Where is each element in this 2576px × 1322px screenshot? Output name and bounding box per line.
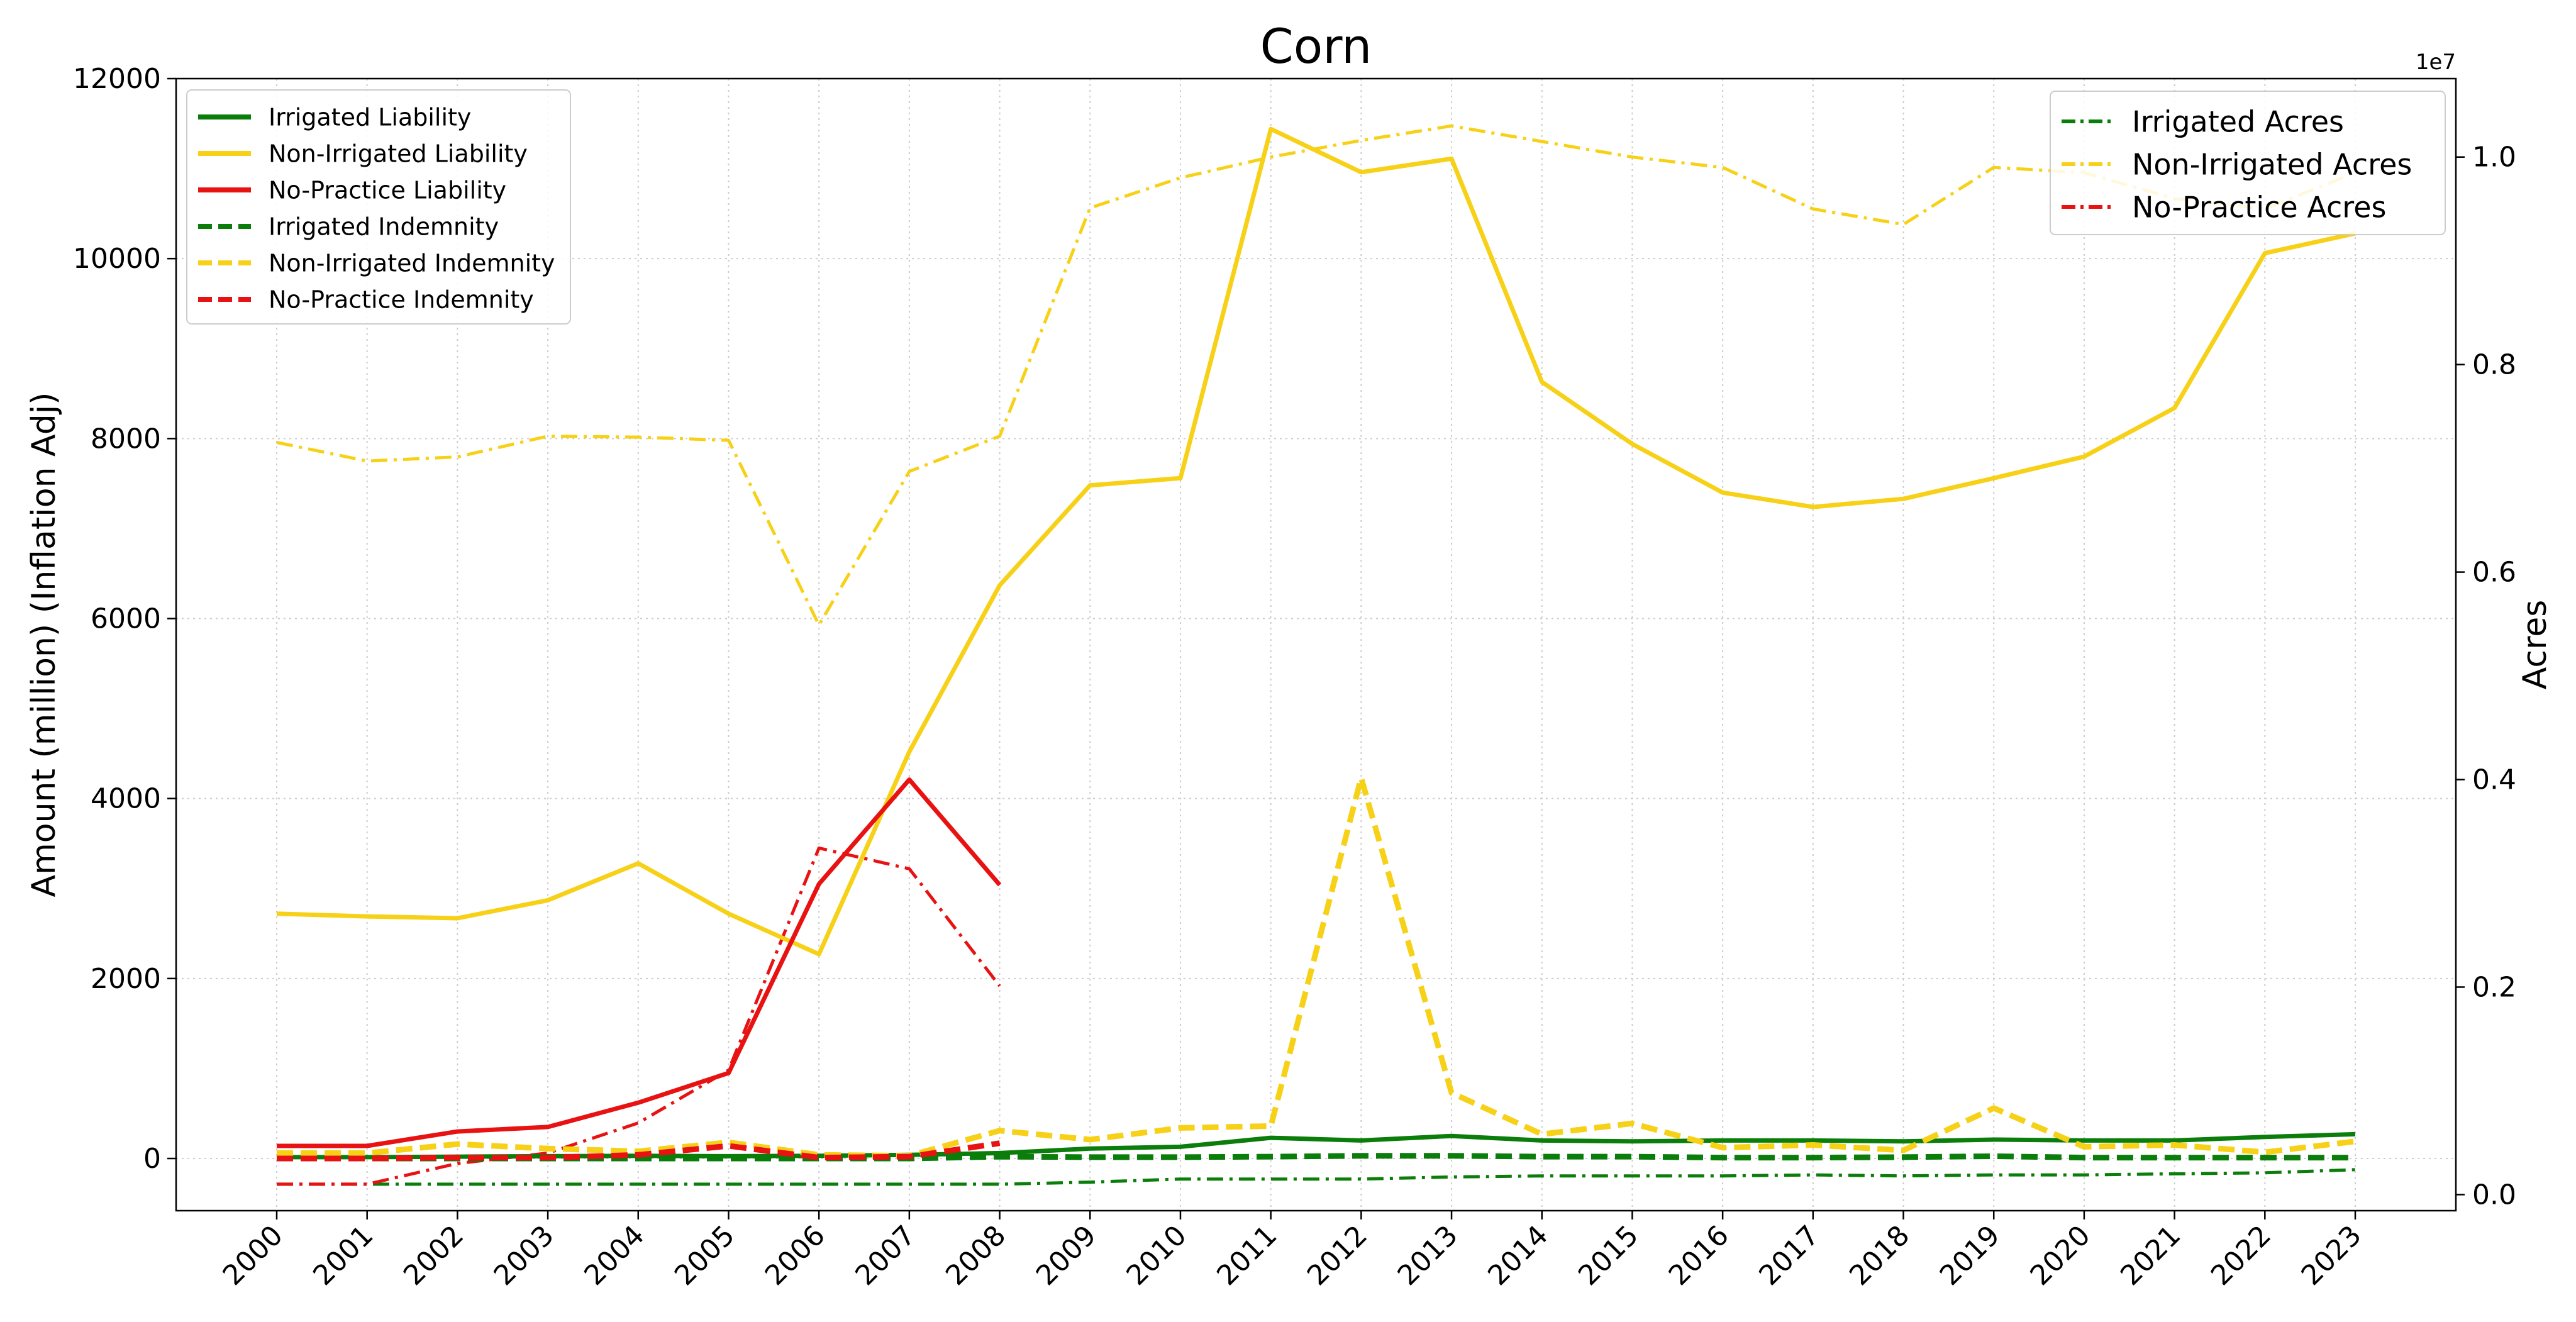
series-line-irrigated-acres: [277, 1168, 2356, 1186]
y-tick-label-2000: 2000: [91, 963, 161, 995]
legend-label-irrigated-acres: Irrigated Acres: [2132, 105, 2344, 139]
series-line-no-practice-indemnity: [277, 1140, 1001, 1162]
y2-tick-label-1.0: 1.0: [2472, 142, 2516, 174]
y-axis-label: Amount (million) (Inflation Adj): [25, 392, 63, 897]
y-tick-label-0: 0: [143, 1143, 161, 1175]
y-tick-label-12000: 12000: [73, 63, 161, 95]
legend-label-non-irrigated-indemnity: Non-Irrigated Indemnity: [269, 250, 555, 277]
y2-axis-label: Acres: [2516, 600, 2554, 690]
legend-label-non-irrigated-liability: Non-Irrigated Liability: [269, 140, 528, 168]
chart-title: Corn: [1260, 18, 1372, 74]
legend-label-irrigated-liability: Irrigated Liability: [269, 104, 471, 131]
legend-left-box: [186, 89, 571, 325]
legend-label-no-practice-liability: No-Practice Liability: [269, 177, 506, 204]
y-tick-label-8000: 8000: [91, 423, 161, 455]
y2-tick-label-0.2: 0.2: [2472, 971, 2516, 1003]
legend-left: Irrigated Liability Non-Irrigated Liabili…: [186, 89, 571, 325]
legend-label-irrigated-indemnity: Irrigated Indemnity: [269, 213, 499, 241]
y2-tick-label-0.0: 0.0: [2472, 1179, 2516, 1211]
y-tick-label-4000: 4000: [91, 783, 161, 815]
legend-right: Irrigated Acres Non-Irrigated Acres No-Pra…: [2050, 91, 2446, 235]
y2-offset-label: 1e7: [2416, 50, 2456, 75]
legend-label-no-practice-acres: No-Practice Acres: [2132, 191, 2386, 225]
plot-frame: [175, 77, 2457, 1212]
series-line-non-irrigated-indemnity: [277, 775, 2356, 1159]
legend-right-box: [2050, 91, 2446, 235]
legend-label-non-irrigated-acres: Non-Irrigated Acres: [2132, 148, 2412, 182]
series-line-no-practice-liability: [277, 777, 1002, 1148]
y-tick-label-10000: 10000: [73, 243, 161, 275]
series-layer: [276, 124, 2356, 1186]
legend-label-no-practice-indemnity: No-Practice Indemnity: [269, 286, 534, 314]
y-tick-label-6000: 6000: [91, 603, 161, 635]
y2-tick-label-0.4: 0.4: [2472, 764, 2516, 796]
series-line-no-practice-acres: [277, 846, 1001, 1186]
series-line-irrigated-indemnity: [277, 1153, 2355, 1162]
y2-tick-label-0.8: 0.8: [2472, 349, 2516, 381]
series-line-non-irrigated-liability: [276, 126, 2356, 957]
y2-tick-label-0.6: 0.6: [2472, 557, 2516, 589]
